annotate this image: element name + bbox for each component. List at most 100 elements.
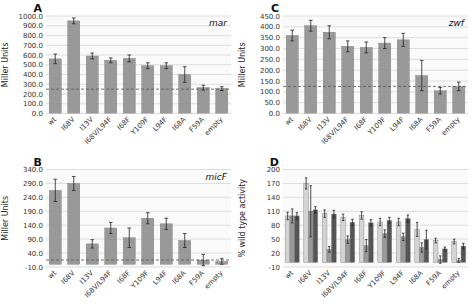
x-tick-label: I68V/L94F: [83, 269, 113, 299]
x-tick-label: I68V: [297, 269, 314, 286]
error-bar: [220, 87, 224, 91]
bar: [350, 222, 355, 262]
bar: [142, 218, 154, 264]
y-tick-label: 800.0: [23, 32, 43, 40]
x-tick-label: I68A: [171, 115, 188, 132]
grid-line: [46, 267, 231, 268]
y-tick-label: 100.0: [23, 100, 43, 108]
x-tick-label: I68F: [116, 116, 132, 132]
grid-line: [283, 267, 468, 268]
bar: [341, 217, 346, 262]
bar: [68, 21, 80, 114]
error-bar: [109, 58, 113, 63]
y-axis-label: Miller Units: [1, 42, 10, 87]
y-tick-label: -10: [269, 264, 280, 272]
error-bar: [164, 218, 168, 229]
bar: [160, 224, 172, 264]
error-bar: [164, 63, 168, 69]
error-bar: [438, 88, 442, 95]
error-bar: [370, 220, 372, 227]
error-bar: [290, 30, 294, 41]
x-tick-label: empty: [440, 116, 462, 138]
error-bar: [407, 215, 409, 222]
y-tick-label: 350.0: [260, 34, 280, 42]
y-tick-label: 150.0: [260, 78, 280, 86]
bar: [406, 219, 411, 263]
data-layer: [283, 20, 468, 113]
y-tick-label: 600.0: [23, 52, 43, 60]
error-bar: [328, 247, 330, 253]
x-tick-label: L94F: [151, 116, 169, 134]
data-layer: [46, 176, 231, 265]
y-tick-label: 0.0: [269, 110, 280, 118]
bar: [86, 56, 98, 114]
bar: [305, 26, 317, 114]
x-tick-label: I68A: [408, 115, 425, 132]
grid-line: [283, 183, 468, 184]
error-bar: [327, 26, 331, 39]
grid-line: [283, 16, 468, 17]
x-tick-label: Y109F: [366, 269, 388, 291]
panel: -10205080110140170200wtI68VI13VI68V/L94F…: [238, 156, 468, 300]
x-tick-label: I68F: [116, 269, 132, 285]
error-bar: [379, 218, 381, 225]
grid-line: [283, 169, 468, 170]
y-tick-label: 110: [267, 208, 280, 216]
panel-title: micF: [206, 172, 228, 182]
y-tick-label: 200.0: [23, 91, 43, 99]
panel: -10.040.090.0140.0190.0240.0290.0340.0wt…: [1, 156, 231, 300]
x-tick-label: I68V/L94F: [83, 116, 113, 146]
bar: [49, 59, 61, 114]
error-bar: [333, 210, 335, 217]
error-bar: [383, 38, 387, 49]
x-tick-label: I68V/L94F: [320, 269, 350, 299]
figure: 0.0100.0200.0300.0400.0500.0600.0700.080…: [0, 0, 474, 307]
error-bar: [90, 53, 94, 59]
x-tick-label: I68V: [60, 269, 77, 286]
bar: [105, 60, 117, 113]
x-tick-label: I68F: [353, 269, 369, 285]
bar: [342, 46, 354, 113]
y-tick-label: 0.0: [32, 110, 43, 118]
bar: [360, 47, 372, 113]
bar: [123, 58, 135, 113]
bar: [68, 183, 80, 264]
x-tick-label: L94F: [388, 116, 406, 134]
panel-label: D: [270, 156, 279, 169]
plot-area: [46, 16, 231, 114]
y-tick-label: 90.0: [27, 236, 43, 244]
error-bar: [416, 222, 418, 236]
x-tick-label: empty: [440, 269, 462, 291]
x-tick-label: empty: [203, 116, 225, 138]
y-tick-label: 80: [271, 222, 280, 230]
x-tick-label: Y109F: [366, 116, 388, 138]
x-tick-label: L94F: [151, 269, 169, 287]
x-tick-label: wt: [46, 115, 58, 127]
bar: [345, 240, 350, 263]
bar: [387, 221, 392, 263]
bar: [322, 214, 327, 263]
error-bar: [425, 230, 427, 249]
x-tick-label: L94F: [388, 269, 406, 287]
error-bar: [146, 213, 150, 224]
error-bar: [109, 222, 113, 233]
bar: [433, 241, 438, 263]
bar: [369, 223, 374, 262]
error-bar: [305, 178, 307, 189]
error-bar: [364, 42, 368, 53]
panel-title: mar: [209, 18, 228, 28]
error-bar: [53, 54, 57, 64]
error-bar: [346, 41, 350, 52]
x-tick-label: wt: [283, 269, 295, 281]
panel-label: B: [34, 156, 42, 169]
panel-label: A: [33, 2, 42, 15]
data-layer: [46, 18, 231, 114]
y-tick-label: 290.0: [23, 180, 43, 188]
reference-line: [283, 86, 468, 87]
y-tick-label: 140.0: [23, 222, 43, 230]
error-bar: [365, 240, 367, 252]
error-bar: [146, 63, 150, 69]
error-bar: [384, 230, 386, 237]
error-bar: [286, 212, 288, 219]
bar: [382, 234, 387, 263]
